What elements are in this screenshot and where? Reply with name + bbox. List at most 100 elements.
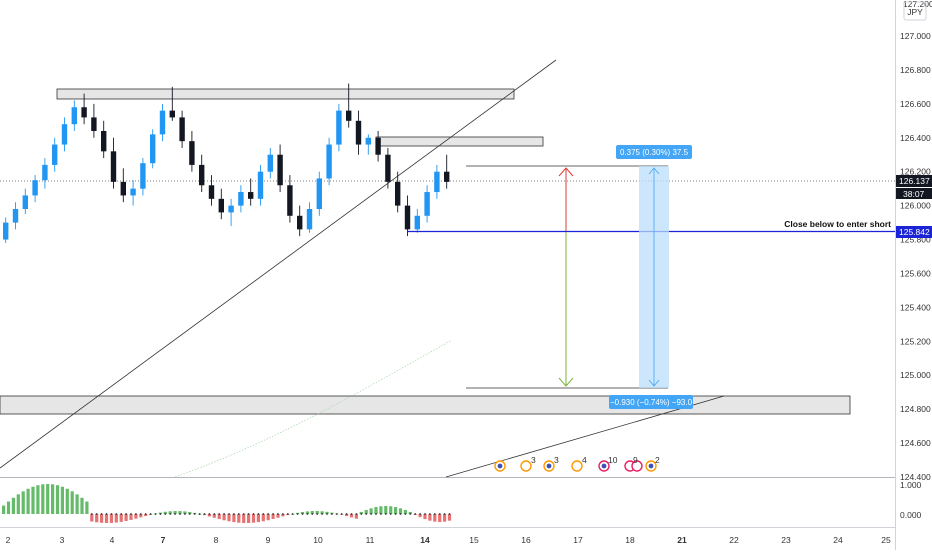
time-tick: 23: [781, 535, 791, 545]
price-tick: 124.600: [900, 438, 931, 448]
osc-zero-dot: [120, 513, 123, 515]
candle-body: [150, 134, 156, 164]
event-badges[interactable]: 3 3 4 10 9 2: [494, 455, 660, 472]
osc-bar: [364, 510, 368, 514]
osc-bar: [423, 514, 427, 520]
osc-zero-dot: [272, 513, 274, 515]
current-price-value: 126.137: [899, 176, 930, 186]
osc-zero-dot: [208, 513, 211, 515]
candle-body: [404, 205, 411, 230]
candle-body: [159, 110, 166, 135]
osc-bar: [124, 514, 128, 521]
osc-zero-dot: [144, 513, 147, 515]
lower-trendline[interactable]: [445, 395, 725, 478]
osc-zero-dot: [345, 513, 348, 515]
candle-body: [444, 171, 450, 182]
osc-bar: [394, 507, 398, 514]
osc-zero-dot: [370, 513, 372, 515]
risk-arrow-head: [558, 167, 574, 177]
osc-bar: [139, 514, 143, 518]
osc-bar: [212, 514, 216, 518]
osc-bar: [65, 488, 69, 514]
price-tick-partial: 127.200: [903, 0, 932, 9]
osc-bar: [6, 501, 11, 514]
candle-body: [395, 181, 401, 206]
candle-body: [3, 222, 9, 240]
measure-label-top: [616, 145, 692, 159]
badge-count: 3: [531, 455, 536, 465]
candle-body: [208, 185, 215, 199]
entry-annotation: Close below to enter short: [784, 219, 891, 229]
candle-body: [336, 110, 342, 145]
osc-bar: [21, 491, 25, 514]
osc-zero-dot: [409, 513, 412, 515]
earnings-event-icon[interactable]: [571, 460, 583, 472]
price-range-arrow-top: [648, 167, 660, 175]
measure-label-top-text: 0.375 (0.30%) 37.5: [620, 148, 689, 157]
currency-box[interactable]: [903, 1, 927, 21]
osc-zero-dot: [110, 513, 113, 515]
osc-bar: [188, 512, 192, 514]
osc-bar: [16, 494, 20, 514]
flag-event-icon[interactable]: [631, 460, 643, 472]
osc-bar: [325, 511, 329, 514]
osc-zero-dot: [125, 513, 127, 515]
measure-label-bottom-text: −0.930 (−0.74%) −93.0: [610, 398, 693, 407]
osc-bar: [168, 511, 172, 514]
osc-zero-dot: [169, 513, 172, 515]
candle-body: [355, 120, 362, 145]
osc-bar: [75, 494, 79, 514]
resistance-zone-mid[interactable]: [375, 136, 544, 147]
candle-body: [110, 151, 117, 182]
osc-bar: [80, 497, 84, 514]
candle-body: [42, 164, 48, 181]
candle-body: [120, 181, 126, 196]
osc-bar: [207, 514, 211, 517]
oscillator-histogram: [2, 484, 452, 523]
time-axis[interactable]: 2 3 4 7 8 9 10 11 14 15 16 17 18 21 22 23 24 25: [6, 535, 891, 545]
candle-body: [238, 192, 244, 206]
osc-bar: [354, 514, 358, 519]
time-tick: 3: [60, 535, 65, 545]
osc-bar: [403, 510, 407, 514]
price-axis[interactable]: 127.200 JPY 127.000 126.800 126.600 126.400…: [896, 0, 932, 520]
candle-body: [424, 192, 430, 216]
osc-bar: [251, 514, 256, 523]
price-tick: 126.800: [900, 65, 931, 75]
currency-label: JPY: [907, 7, 923, 17]
time-tick: 9: [266, 535, 271, 545]
osc-zero-dot: [252, 513, 255, 515]
candle-body: [199, 164, 205, 186]
osc-zero-dot: [438, 513, 441, 515]
osc-bar: [217, 514, 221, 520]
osc-bar: [119, 514, 123, 522]
osc-bar: [418, 514, 422, 518]
support-zone[interactable]: [0, 395, 851, 415]
osc-bar: [261, 514, 265, 522]
osc-bar: [55, 485, 60, 514]
candle-body: [130, 188, 136, 196]
osc-bar: [163, 511, 167, 514]
dividend-event-icon[interactable]: [520, 460, 532, 472]
osc-zero-dot: [267, 513, 270, 515]
alert-event-icon-dot: [648, 463, 654, 469]
osc-zero-dot: [335, 513, 338, 515]
price-tick: 126.400: [900, 133, 931, 143]
candle-body: [140, 163, 146, 189]
osc-bar: [134, 514, 138, 519]
osc-zero-dot: [296, 513, 299, 515]
osc-zero-dot: [321, 513, 323, 515]
rising-trendline[interactable]: [0, 59, 557, 469]
price-tick: 125.800: [900, 235, 931, 245]
osc-bar: [100, 514, 104, 523]
price-tick: 126.200: [900, 167, 931, 177]
candle-body: [375, 137, 381, 155]
candle-body: [257, 171, 264, 199]
measure-label-bottom: [609, 395, 693, 409]
osc-zero-dot: [198, 513, 201, 515]
osc-zero-dot: [414, 513, 417, 515]
resistance-zone-top[interactable]: [56, 88, 515, 100]
candle-body: [71, 107, 77, 125]
